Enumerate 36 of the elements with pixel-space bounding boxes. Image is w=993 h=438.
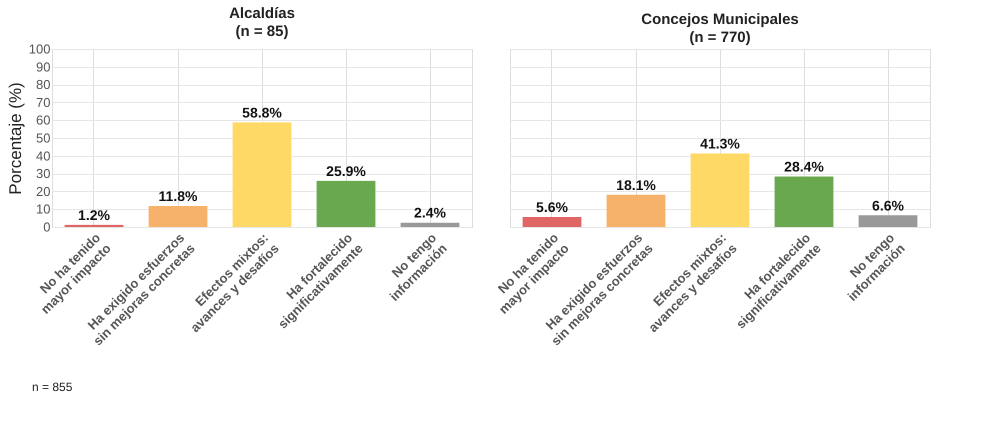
- data-label: 28.4%: [784, 158, 824, 174]
- chart-subtitle: (n = 85): [236, 23, 288, 40]
- bar: [316, 180, 376, 227]
- data-label: 6.6%: [872, 197, 904, 214]
- bar: [774, 176, 834, 227]
- y-tick-label: 80: [36, 77, 50, 92]
- y-tick-label: 20: [36, 184, 50, 199]
- y-tick-label: 90: [36, 59, 50, 74]
- bar: [690, 153, 750, 227]
- y-tick-label: 70: [36, 94, 50, 110]
- y-tick-label: 60: [36, 112, 50, 128]
- chart-title: Concejos Municipales: [641, 11, 799, 28]
- y-tick-label: 50: [36, 130, 50, 146]
- y-tick-label: 100: [28, 42, 50, 56]
- chart-title: Alcaldías: [229, 5, 295, 22]
- data-label: 5.6%: [536, 199, 568, 216]
- bar: [858, 215, 918, 227]
- data-label: 11.8%: [158, 188, 198, 204]
- data-label: 58.8%: [242, 104, 282, 120]
- bar: [400, 222, 460, 227]
- data-label: 25.9%: [326, 162, 366, 179]
- data-label: 1.2%: [78, 206, 110, 223]
- data-label: 18.1%: [616, 176, 656, 193]
- data-label: 41.3%: [700, 135, 740, 152]
- bar: [148, 206, 208, 227]
- bar: [232, 122, 292, 227]
- y-tick-label: 10: [36, 202, 50, 217]
- y-tick-label: 40: [36, 148, 50, 164]
- y-tick-label: 30: [36, 166, 50, 182]
- data-label: 2.4%: [414, 204, 446, 221]
- chart-subtitle: (n = 770): [689, 29, 751, 46]
- bar: [522, 217, 582, 227]
- text: n = 855: [32, 380, 73, 394]
- y-tick-label: 0: [43, 220, 50, 234]
- y-axis-title: Porcentaje (%): [6, 82, 25, 195]
- bar: [606, 194, 666, 227]
